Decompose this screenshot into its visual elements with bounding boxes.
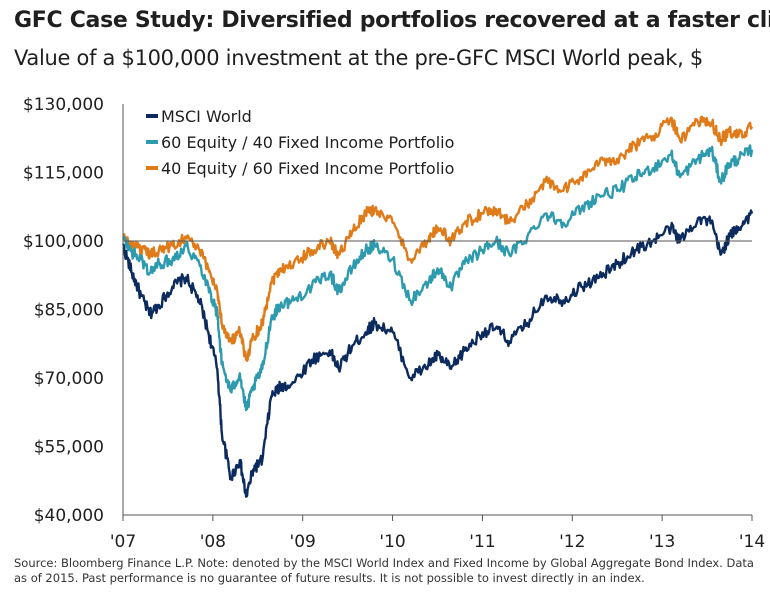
x-tick-label: '13 <box>649 532 675 552</box>
y-tick-label: $70,000 <box>34 369 104 389</box>
chart-subtitle: Value of a $100,000 investment at the pr… <box>14 46 703 70</box>
x-tick-label: '11 <box>469 532 495 552</box>
series-line-60-40 <box>121 144 754 412</box>
x-tick-label: '07 <box>110 532 136 552</box>
legend-label: 60 Equity / 40 Fixed Income Portfolio <box>161 133 454 152</box>
x-tick-label: '09 <box>290 532 316 552</box>
source-note: Source: Bloomberg Finance L.P. Note: den… <box>14 556 754 585</box>
y-tick-label: $55,000 <box>34 438 104 458</box>
y-tick-label: $130,000 <box>23 95 104 115</box>
y-tick-label: $100,000 <box>23 232 104 252</box>
legend: MSCI World 60 Equity / 40 Fixed Income Po… <box>146 107 454 178</box>
y-tick-label: $115,000 <box>23 164 104 184</box>
legend-label: MSCI World <box>161 107 252 126</box>
x-axis-ticks: '07 '08 '09 '10 '11 '12 '13 '14 <box>110 515 765 552</box>
series-line-msci-world <box>122 209 754 498</box>
y-tick-label: $40,000 <box>34 506 104 526</box>
x-tick-label: '12 <box>559 532 585 552</box>
x-tick-label: '08 <box>200 532 226 552</box>
y-axis-ticks: $40,000 $55,000 $70,000 $85,000 $100,000 $115… <box>23 95 104 526</box>
x-tick-label: '14 <box>739 532 765 552</box>
x-tick-label: '10 <box>379 532 405 552</box>
axes <box>122 104 752 516</box>
legend-label: 40 Equity / 60 Fixed Income Portfolio <box>161 159 454 178</box>
series-line-40-60 <box>122 115 754 362</box>
series-lines <box>121 115 754 498</box>
chart-title: GFC Case Study: Diversified portfolios r… <box>14 8 770 33</box>
line-chart: $40,000 $55,000 $70,000 $85,000 $100,000 $115… <box>23 95 765 552</box>
y-tick-label: $85,000 <box>34 301 104 321</box>
